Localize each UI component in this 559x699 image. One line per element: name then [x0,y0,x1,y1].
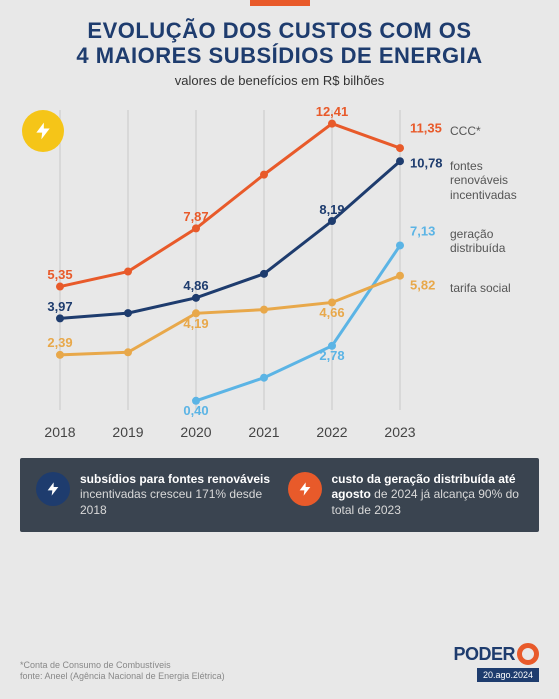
series-label: CCC* [450,124,481,138]
data-point-label: 7,87 [183,209,208,228]
title-line-1: EVOLUÇÃO DOS CUSTOS COM OS [87,18,471,43]
data-point-label: 8,19 [319,202,344,221]
brand: PODER 20.ago.2024 [453,643,539,683]
series-label: tarifa social [450,281,511,295]
x-tick: 2020 [180,424,211,440]
data-point-label: 7,13 [410,224,435,243]
page-subtitle: valores de benefícios em R$ bilhões [20,73,539,88]
publish-date: 20.ago.2024 [477,668,539,682]
x-tick: 2023 [384,424,415,440]
data-point-label: 12,41 [316,104,349,123]
accent-bar [250,0,310,6]
x-axis: 2018 2019 2020 2021 2022 2023 [20,420,539,440]
data-point-label: 4,66 [319,305,344,324]
brand-text: PODER [453,644,515,665]
data-point-label: 3,97 [47,299,72,318]
data-point-label: 5,82 [410,278,435,297]
data-point-label: 11,35 [410,120,442,139]
line-chart: 5,35 7,87 12,41 11,35 CCC* 3,97 4,86 8,19 10,78 f… [20,100,539,440]
x-tick: 2019 [112,424,143,440]
footnotes: *Conta de Consumo de Combustíveis fonte:… [20,660,225,683]
callout-text: subsídios para fontes renováveis incenti… [80,472,272,519]
data-point-label: 5,35 [47,267,72,286]
footer: *Conta de Consumo de Combustíveis fonte:… [20,643,539,683]
data-point-label: 2,39 [47,335,72,354]
bolt-icon [36,472,70,506]
data-point-label: 2,78 [319,348,344,367]
footnote-1: *Conta de Consumo de Combustíveis [20,660,225,672]
bolt-badge [22,110,64,152]
data-point-label: 4,86 [183,278,208,297]
data-point-label: 4,19 [183,316,208,335]
x-tick: 2022 [316,424,347,440]
series-label: geração distribuída [450,227,539,256]
callout-text: custo da geração distribuída até agosto … [332,472,524,519]
bolt-icon [33,119,53,143]
series-label: fontes renováveis incentivadas [450,159,539,202]
data-point-label: 10,78 [410,155,443,174]
callout: subsídios para fontes renováveis incenti… [36,472,272,519]
x-tick: 2018 [44,424,75,440]
chart-canvas [20,100,539,440]
header: EVOLUÇÃO DOS CUSTOS COM OS 4 MAIORES SUB… [0,0,559,88]
bolt-icon [288,472,322,506]
brand-logo: PODER [453,643,539,665]
callout: custo da geração distribuída até agosto … [288,472,524,519]
footnote-2: fonte: Aneel (Agência Nacional de Energi… [20,671,225,683]
x-tick: 2021 [248,424,279,440]
callout-box: subsídios para fontes renováveis incenti… [20,458,539,533]
page-title: EVOLUÇÃO DOS CUSTOS COM OS 4 MAIORES SUB… [20,18,539,69]
title-line-2: 4 MAIORES SUBSÍDIOS DE ENERGIA [76,43,482,68]
brand-360-icon [517,643,539,665]
